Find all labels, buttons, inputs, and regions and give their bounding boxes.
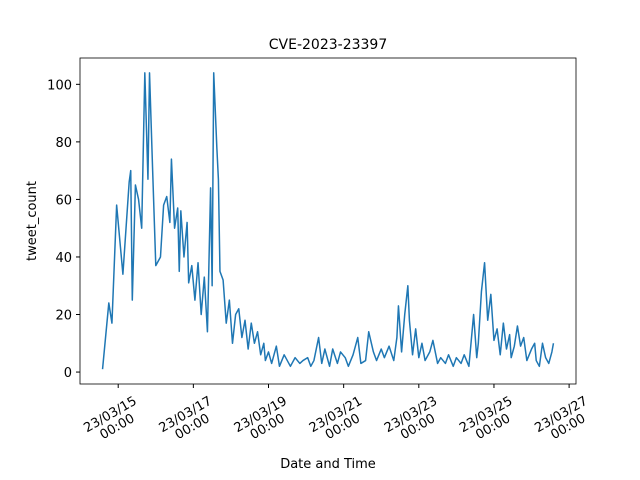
y-tick-label: 0 — [64, 366, 72, 381]
y-tick-label: 100 — [47, 78, 72, 93]
chart-title: CVE-2023-23397 — [269, 37, 387, 53]
y-tick-label: 80 — [55, 136, 72, 151]
y-tick-label: 60 — [55, 193, 72, 208]
y-tick-label: 20 — [55, 309, 72, 324]
x-axis-label: Date and Time — [280, 457, 376, 472]
plot-frame — [79, 57, 577, 385]
y-axis-label: tweet_count — [25, 181, 40, 261]
data-line — [101, 72, 555, 370]
y-tick-label: 40 — [55, 251, 72, 266]
